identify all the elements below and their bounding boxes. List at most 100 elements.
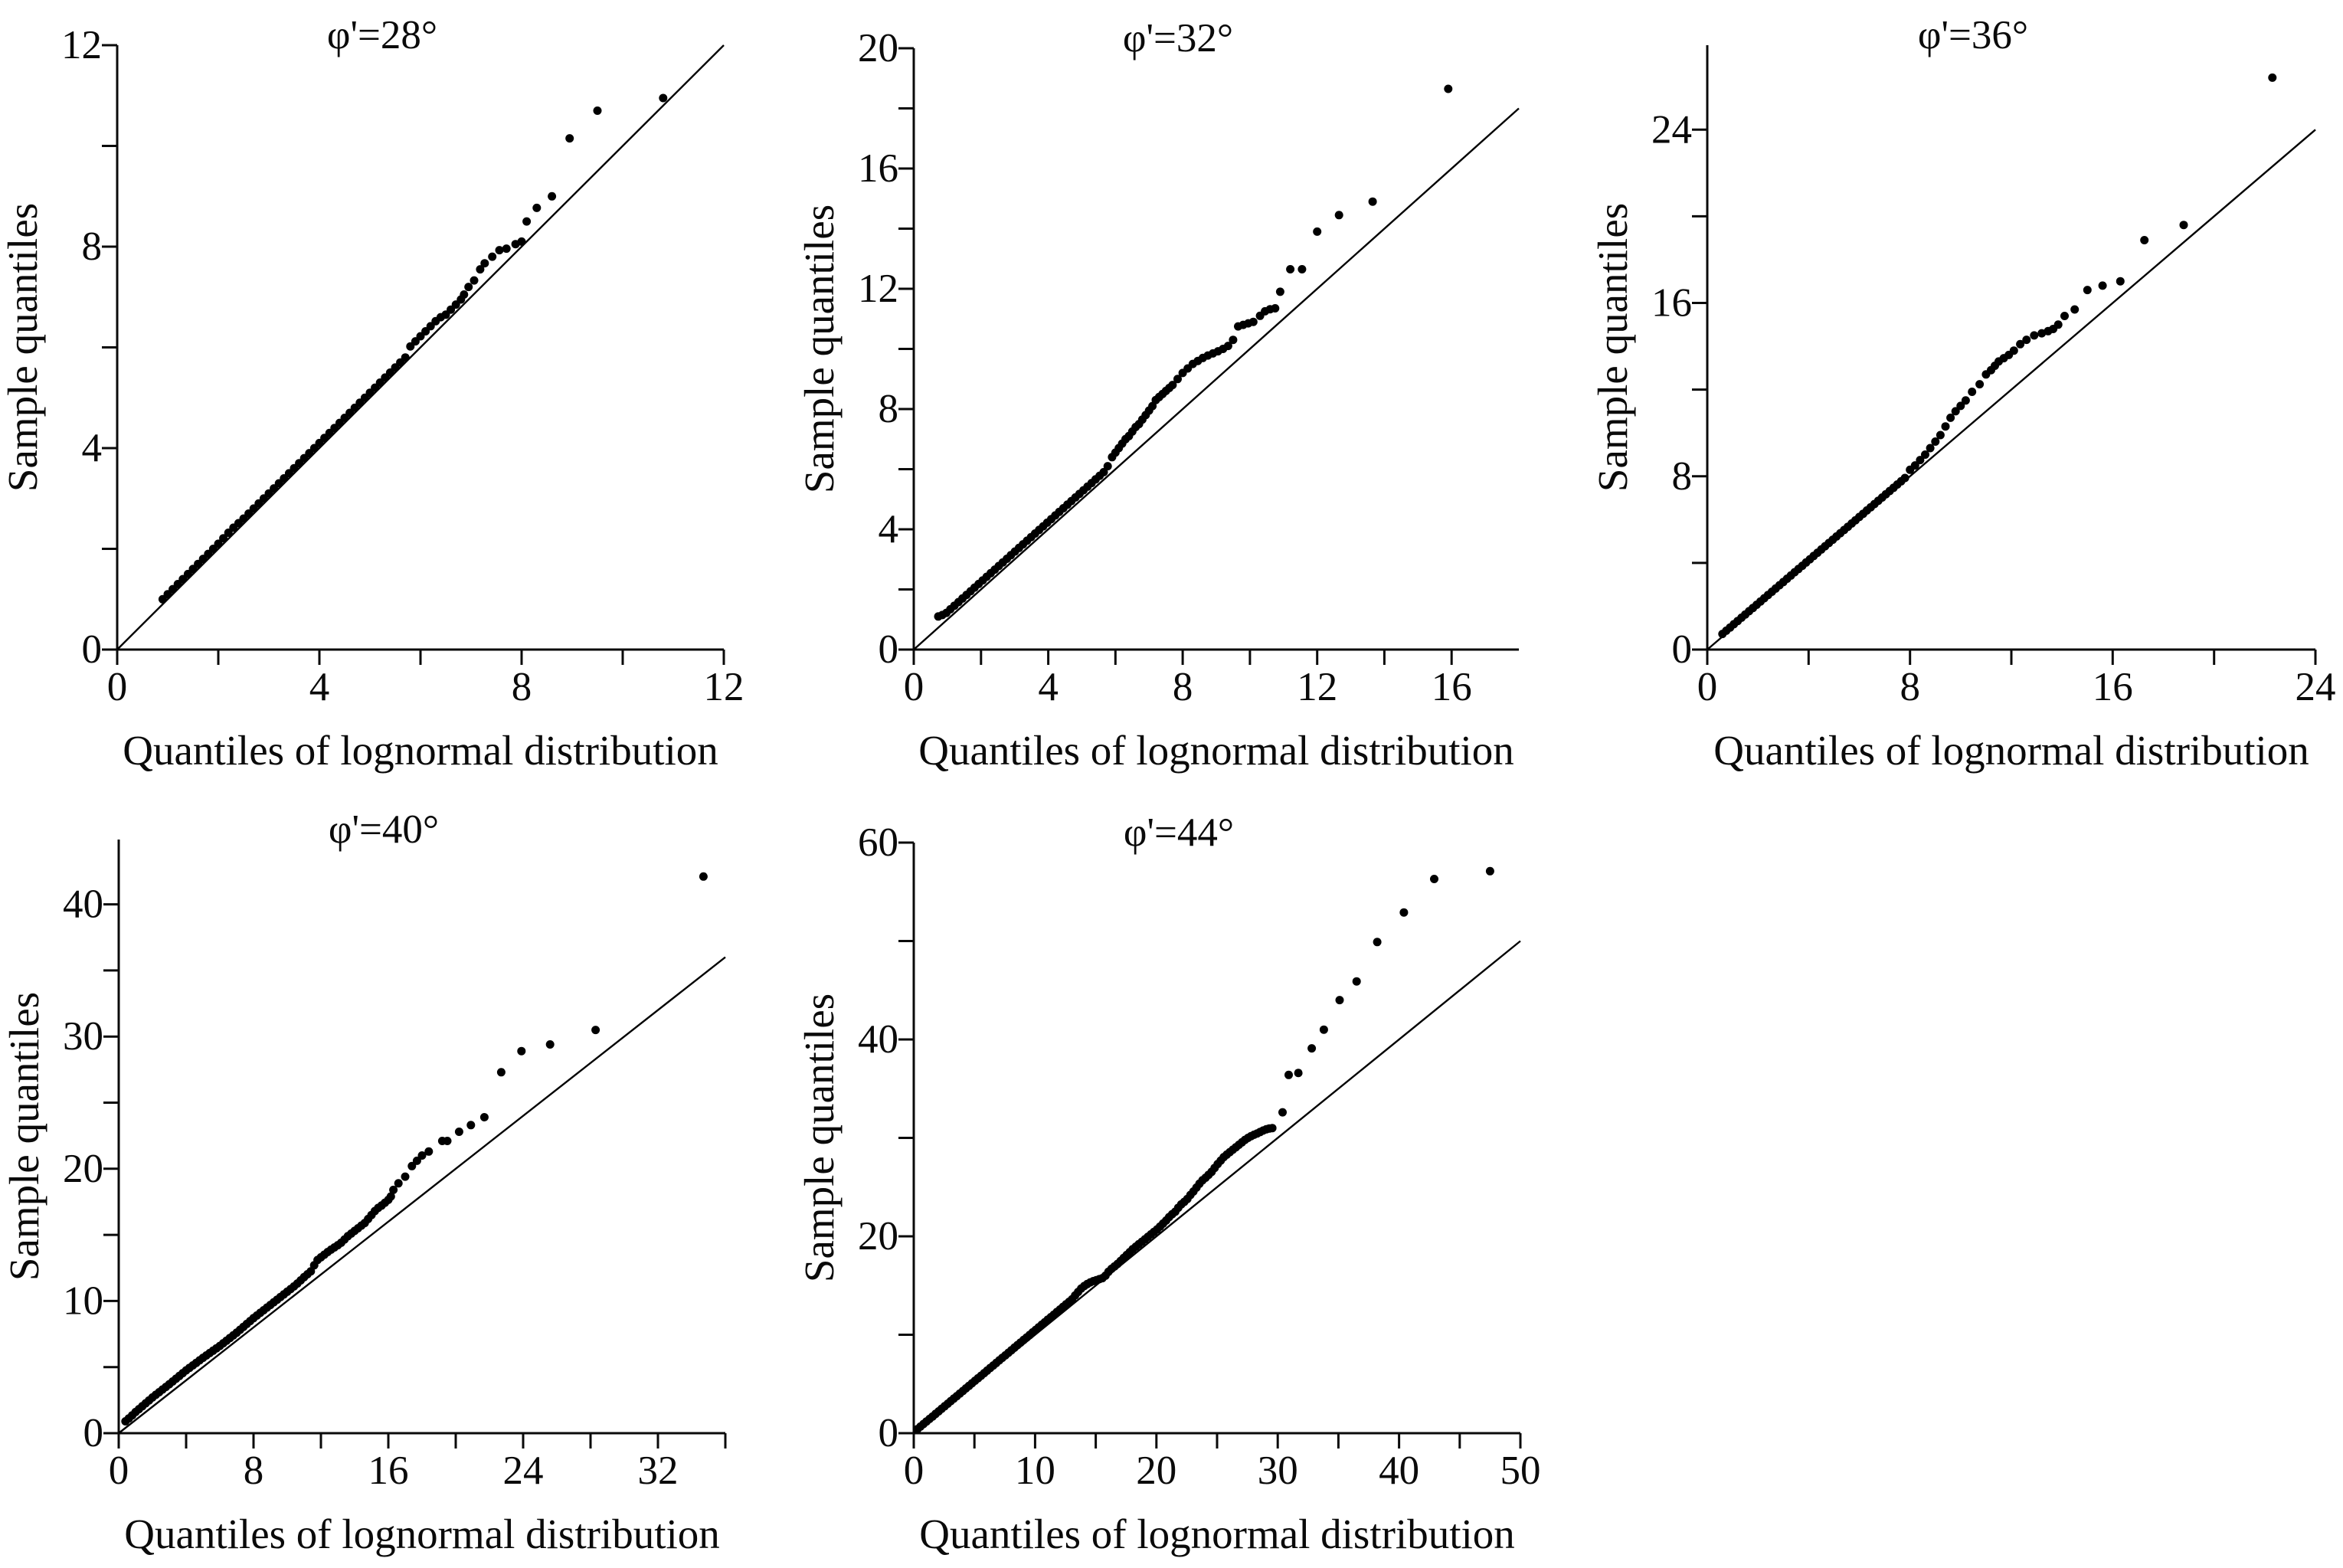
x-tick-label: 30	[1258, 1449, 1298, 1493]
panel-title: φ'=32°	[1123, 16, 1233, 61]
x-tick-label: 0	[904, 665, 924, 709]
data-point	[2053, 320, 2063, 329]
qq-panel-phi-32: 0 4 8 12 16 0 4 8 12 16 20 φ'=32° Quantiles of logno…	[796, 16, 1520, 774]
y-tick-label: 4	[879, 507, 899, 552]
data-point	[659, 93, 668, 103]
data-point	[1099, 467, 1108, 476]
data-point	[1168, 381, 1177, 390]
data-point	[2016, 339, 2025, 349]
data-point	[1368, 197, 1377, 206]
data-points-phi-40	[121, 872, 708, 1426]
y-tick-label: 4	[82, 426, 103, 470]
data-point	[591, 1026, 600, 1035]
data-point	[1956, 401, 1965, 411]
x-tick-label: 0	[109, 1449, 129, 1493]
data-point	[417, 1151, 427, 1160]
panel-title: φ'=40°	[329, 807, 439, 852]
y-tick-label: 0	[82, 627, 103, 672]
data-point	[1294, 1069, 1303, 1078]
ticks-phi-32	[898, 47, 1453, 665]
x-tick-label: 10	[1015, 1449, 1055, 1493]
data-point	[394, 1179, 403, 1188]
data-point	[401, 353, 410, 362]
y-tick-label: 30	[63, 1014, 103, 1059]
data-point	[1975, 380, 1985, 389]
x-tick-label: 4	[1038, 665, 1059, 709]
data-point	[2070, 305, 2080, 314]
data-point	[1173, 375, 1182, 384]
y-tick-label: 20	[858, 26, 898, 70]
data-point	[2179, 221, 2188, 230]
data-point	[454, 1128, 463, 1136]
qq-panel-phi-44: 0 10 20 30 40 50 0 20 40 60 φ'=44° Quantiles of log…	[796, 810, 1541, 1557]
data-point	[1286, 265, 1295, 273]
x-axis-label: Quantiles of lognormal distribution	[123, 727, 718, 774]
qq-panel-phi-36: 0 8 16 24 0 8 16 24 φ'=36° Quantiles of lognormal…	[1589, 13, 2336, 774]
x-tick-label: 32	[638, 1449, 679, 1493]
data-points-phi-28	[158, 93, 668, 604]
y-tick-label: 16	[1651, 281, 1692, 326]
data-point	[1941, 422, 1950, 431]
data-point	[476, 265, 485, 274]
data-point	[1335, 996, 1344, 1005]
y-tick-label: 0	[879, 627, 899, 672]
y-tick-label: 12	[858, 267, 898, 311]
data-points-phi-32	[934, 84, 1453, 621]
axes-phi-40	[117, 840, 725, 1435]
data-point	[219, 534, 228, 543]
data-point	[2116, 277, 2125, 286]
x-tick-label: 8	[512, 665, 532, 709]
data-point	[1373, 938, 1382, 947]
x-tick-label: 0	[1697, 665, 1718, 709]
y-tick-label: 16	[858, 146, 898, 191]
y-axis-label: Sample quantiles	[1589, 203, 1636, 492]
x-tick-label: 0	[107, 665, 128, 709]
data-point	[1297, 265, 1307, 273]
data-point	[389, 1185, 398, 1194]
y-axis-label: Sample quantiles	[796, 205, 843, 493]
data-point	[1103, 462, 1112, 471]
panel-title: φ'=36°	[1918, 13, 2028, 57]
x-tick-label: 16	[2093, 665, 2133, 709]
data-point	[1268, 1124, 1277, 1133]
data-point	[1248, 317, 1258, 326]
x-tick-label: 24	[2296, 665, 2336, 709]
x-tick-label: 4	[309, 665, 330, 709]
qq-panel-phi-40: 0 8 16 24 32 0 10 20 30 40 φ'=40° Quantiles of logn…	[1, 807, 727, 1557]
data-point	[1278, 1108, 1287, 1117]
y-axis-label: Sample quantiles	[1, 992, 47, 1281]
data-point	[517, 237, 526, 246]
data-point	[1284, 1070, 1293, 1079]
data-point	[488, 252, 497, 261]
ticks-phi-36	[1692, 128, 2317, 665]
data-point	[1921, 450, 1929, 459]
data-point	[1961, 396, 1970, 405]
data-point	[522, 217, 532, 226]
data-point	[1910, 461, 1919, 470]
data-point	[2030, 331, 2039, 340]
data-point	[443, 1137, 452, 1145]
y-tick-label: 8	[82, 224, 103, 269]
ticks-phi-28	[102, 44, 725, 665]
data-point	[1946, 413, 1955, 422]
y-tick-label: 12	[61, 23, 102, 67]
data-point	[214, 539, 223, 548]
x-tick-label: 8	[1173, 665, 1193, 709]
x-axis-label: Quantiles of lognormal distribution	[918, 727, 1514, 774]
data-point	[1968, 388, 1977, 396]
data-point	[1430, 875, 1438, 883]
data-point	[1936, 430, 1945, 440]
data-point	[2037, 329, 2047, 338]
panel-title: φ'=44°	[1124, 810, 1234, 855]
y-tick-label: 8	[879, 387, 899, 431]
data-point	[1352, 977, 1361, 986]
data-point	[1399, 908, 1409, 917]
y-axis-label: Sample quantiles	[0, 203, 46, 492]
x-tick-label: 40	[1379, 1449, 1419, 1493]
data-point	[1931, 437, 1940, 446]
x-axis-label: Quantiles of lognormal distribution	[1713, 727, 2309, 774]
data-point	[1900, 473, 1909, 483]
ticks-phi-40	[103, 903, 727, 1449]
y-tick-label: 0	[83, 1411, 104, 1455]
